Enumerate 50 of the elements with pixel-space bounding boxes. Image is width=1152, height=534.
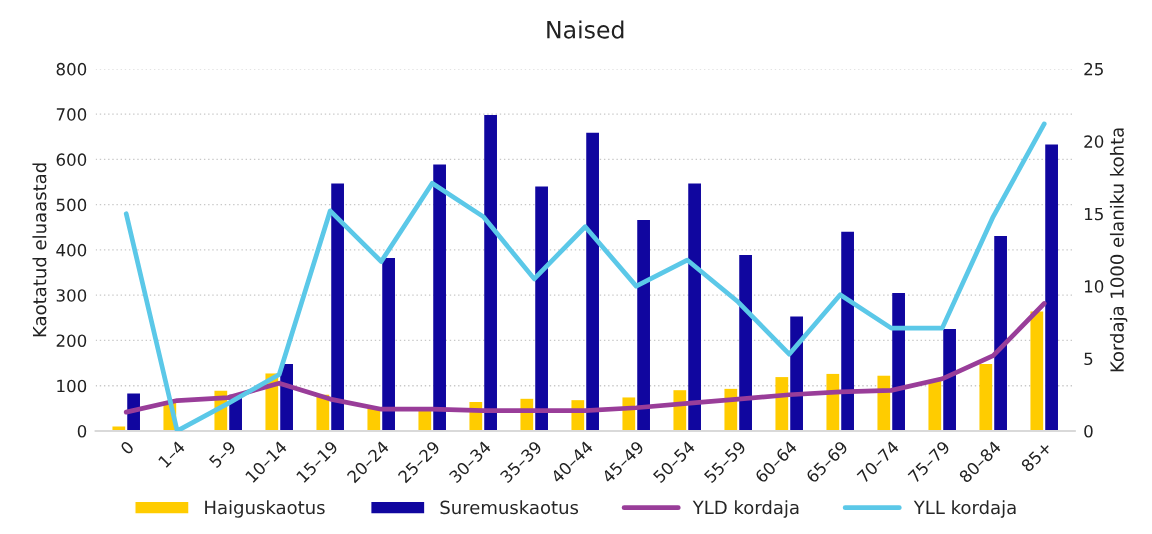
- y2-axis-title: Kordaja 1000 elaniku kohta: [1109, 128, 1128, 372]
- y-tick-label: 800: [56, 62, 87, 76]
- bar: [877, 375, 891, 431]
- bar: [382, 258, 395, 431]
- x-tick-label: 0: [119, 440, 135, 456]
- x-tick-label: 85+: [1020, 440, 1053, 473]
- bar: [943, 329, 956, 431]
- y-tick-label: 200: [56, 334, 87, 347]
- y-axis-title: Kaotatud eluaastad: [32, 163, 47, 337]
- y-tick-label: 500: [56, 198, 87, 212]
- chart-title: Naised: [547, 20, 624, 39]
- bar: [367, 408, 381, 431]
- bar: [1030, 311, 1044, 431]
- legend-label: Haiguskaotus: [205, 500, 325, 518]
- bar: [826, 373, 840, 431]
- y-tick-label: 100: [57, 379, 87, 393]
- bar: [928, 379, 942, 431]
- bar: [331, 183, 344, 431]
- bar: [739, 254, 752, 431]
- legend-label: YLD kordaja: [692, 500, 799, 518]
- y-tick-label: 600: [56, 153, 87, 166]
- y2-tick-label: 0: [1084, 424, 1093, 438]
- bar: [994, 235, 1007, 431]
- bar: [688, 183, 701, 431]
- bar: [637, 220, 650, 431]
- legend-label: YLL kordaja: [913, 500, 1016, 518]
- bar: [1045, 144, 1058, 431]
- y2-tick-label: 10: [1084, 280, 1104, 293]
- y-tick-label: 0: [77, 424, 87, 438]
- bar: [484, 115, 497, 431]
- y2-tick-label: 25: [1084, 62, 1103, 76]
- x-tick-label: 5–9: [208, 440, 237, 469]
- bar: [586, 132, 599, 431]
- bar: [535, 186, 548, 431]
- y2-tick-label: 15: [1084, 207, 1103, 221]
- bar: [433, 164, 446, 431]
- line-series: [123, 121, 1047, 431]
- y2-tick-label: 5: [1084, 352, 1093, 366]
- y-tick-label: 700: [56, 108, 87, 121]
- bar: [775, 377, 789, 431]
- bar: [841, 231, 854, 431]
- line-series: [123, 301, 1047, 415]
- bar: [112, 426, 126, 431]
- bar: [979, 363, 993, 431]
- bar: [892, 292, 905, 431]
- y-tick-label: 400: [56, 243, 87, 257]
- y-tick-label: 300: [56, 289, 87, 302]
- legend-label: Suremuskaotus: [440, 500, 579, 515]
- y2-tick-label: 20: [1084, 135, 1104, 148]
- x-tick-label: 1–4: [157, 440, 186, 468]
